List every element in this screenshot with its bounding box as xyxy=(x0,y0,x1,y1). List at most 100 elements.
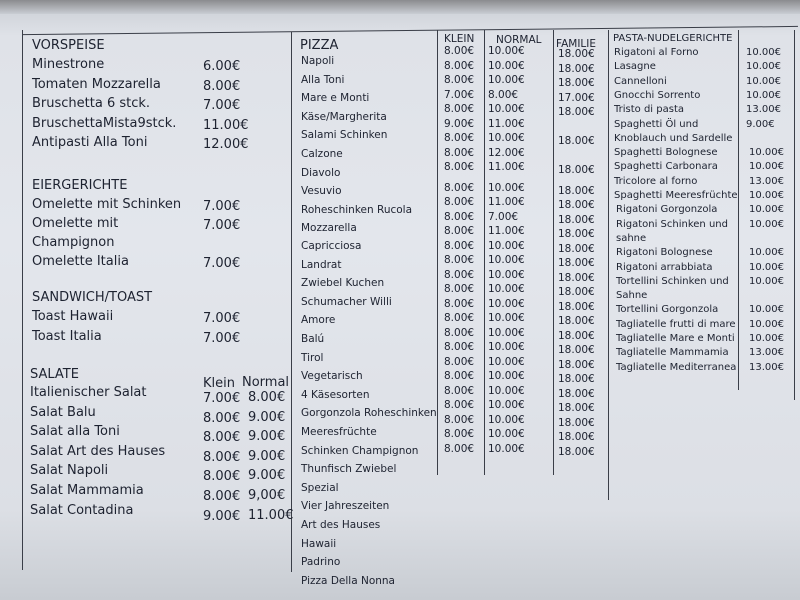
price-familie: 18.00€ xyxy=(558,77,595,89)
section-title: PASTA-NUDELGERICHTE xyxy=(613,33,733,44)
pasta-name: Tortellini Schinken und xyxy=(616,275,729,287)
price-normal: 10.00€ xyxy=(488,326,525,339)
price-normal: 10.00€ xyxy=(488,181,525,194)
divider xyxy=(22,30,23,570)
pizza-name: Tirol xyxy=(301,351,324,364)
price-klein: 8.00€ xyxy=(444,399,475,411)
price-klein: 8.00€ xyxy=(444,355,475,368)
price-normal: 8.00€ xyxy=(488,88,519,101)
menu-item-name: Toast Hawaii xyxy=(32,309,114,324)
menu-item-name: Salat Balu xyxy=(30,404,96,420)
column-header-klein: Klein xyxy=(203,376,235,391)
price-klein: 8.00€ xyxy=(444,161,475,173)
price-klein: 8.00€ xyxy=(444,297,475,310)
menu-item-name: Toast Italia xyxy=(32,328,102,344)
divider xyxy=(794,30,795,400)
price-normal: 9.00€ xyxy=(248,448,286,464)
pasta-price: 10.00€ xyxy=(746,47,781,58)
price-familie: 18.00€ xyxy=(558,300,595,313)
price-klein: 7.00€ xyxy=(444,88,475,101)
menu-item-price: 7.00€ xyxy=(203,256,241,271)
price-familie: 18.00€ xyxy=(558,358,595,371)
menu-item-name: Antipasti Alla Toni xyxy=(32,135,148,150)
price-normal: 10.00€ xyxy=(488,268,525,281)
price-klein: 8.00€ xyxy=(444,59,475,72)
pizza-name: Vesuvio xyxy=(301,185,342,198)
menu-item-price: 8.00€ xyxy=(203,78,241,94)
menu-item-name: Tomaten Mozzarella xyxy=(32,76,161,92)
price-familie: 18.00€ xyxy=(558,271,595,284)
pizza-name: Spezial xyxy=(301,481,339,494)
pizza-name: Diavolo xyxy=(301,166,341,179)
pizza-name: Mare e Monti xyxy=(301,92,370,105)
pasta-name: Cannelloni xyxy=(614,75,667,87)
price-klein: 8.00€ xyxy=(444,428,475,440)
pasta-name: Rigatoni al Forno xyxy=(614,47,699,58)
price-normal: 10.00€ xyxy=(488,341,525,353)
pizza-name: Capricciosa xyxy=(301,240,362,252)
price-klein: 8.00€ xyxy=(444,254,475,266)
menu-item-price: 12.00€ xyxy=(203,137,249,152)
price-normal: 9,00€ xyxy=(248,488,286,503)
section-title: PIZZA xyxy=(300,38,339,53)
pizza-name: Schumacher Willi xyxy=(301,295,392,308)
divider xyxy=(553,30,554,475)
menu-item-name: Salat Mammamia xyxy=(30,483,144,498)
menu-item-price: 6.00€ xyxy=(203,59,241,74)
menu-item-price: 7.00€ xyxy=(203,311,241,326)
pasta-name: Sahne xyxy=(616,290,648,302)
pizza-name: Alla Toni xyxy=(301,73,345,86)
column-header-normal: NORMAL xyxy=(496,34,542,46)
price-klein: 8.00€ xyxy=(444,312,475,324)
price-normal: 10.00€ xyxy=(488,132,525,144)
price-normal: 8.00€ xyxy=(248,390,286,405)
pasta-price: 10.00€ xyxy=(749,333,784,344)
pasta-price: 9.00€ xyxy=(746,118,775,130)
price-normal: 11.00€ xyxy=(488,117,525,130)
price-klein: 8.00€ xyxy=(203,410,241,426)
section-title: EIERGERICHTE xyxy=(32,178,128,193)
price-normal: 9.00€ xyxy=(248,468,286,484)
price-klein: 8.00€ xyxy=(444,341,475,353)
pizza-name: Zwiebel Kuchen xyxy=(301,277,385,290)
price-normal: 10.00€ xyxy=(488,413,525,426)
price-normal: 10.00€ xyxy=(488,59,525,72)
pasta-price: 10.00€ xyxy=(749,218,784,230)
pasta-name: Spaghetti Meeresfrüchte xyxy=(614,190,738,201)
menu-item-name: Omelette mit Schinken xyxy=(32,197,182,212)
pasta-name: Tagliatelle frutti di mare xyxy=(616,318,736,330)
menu-item-name: Champignon xyxy=(32,235,115,250)
price-normal: 11.00€ xyxy=(248,507,294,523)
price-familie: 18.00€ xyxy=(558,106,595,118)
pizza-name: Roheschinken Rucola xyxy=(301,203,413,216)
price-klein: 8.00€ xyxy=(444,283,475,295)
menu-item-name: Salat Art des Hauses xyxy=(30,443,166,459)
pizza-name: Salami Schinken xyxy=(301,129,388,142)
price-familie: 17.00€ xyxy=(558,91,595,104)
price-normal: 10.00€ xyxy=(488,428,525,440)
price-klein: 8.00€ xyxy=(203,469,241,485)
price-familie: 18.00€ xyxy=(558,315,595,327)
price-klein: 7.00€ xyxy=(203,391,241,406)
price-klein: 8.00€ xyxy=(203,449,241,465)
pasta-name: Spaghetti Öl und xyxy=(614,118,699,130)
menu-item-price: 11.00€ xyxy=(203,117,249,133)
section-title: VORSPEISE xyxy=(32,38,105,53)
price-familie: 18.00€ xyxy=(558,373,595,385)
menu-item-name: Salat alla Toni xyxy=(30,424,120,440)
pizza-name: Hawaii xyxy=(301,537,337,550)
pasta-price: 10.00€ xyxy=(746,75,781,87)
menu-item-name: Minestrone xyxy=(32,57,105,72)
pizza-name: Meeresfrüchte xyxy=(301,426,377,438)
price-familie: 18.00€ xyxy=(558,431,595,443)
price-familie: 18.00€ xyxy=(558,329,595,342)
pasta-price: 13.00€ xyxy=(749,347,784,359)
price-familie: 18.00€ xyxy=(558,228,595,240)
pasta-price: 10.00€ xyxy=(749,161,784,173)
pasta-price: 10.00€ xyxy=(749,318,784,330)
menu-item-name: BruschettaMista9stck. xyxy=(32,115,177,131)
divider xyxy=(291,32,292,572)
pizza-name: Landrat xyxy=(301,258,342,271)
price-familie: 18.00€ xyxy=(558,416,595,429)
price-klein: 8.00€ xyxy=(444,413,475,426)
